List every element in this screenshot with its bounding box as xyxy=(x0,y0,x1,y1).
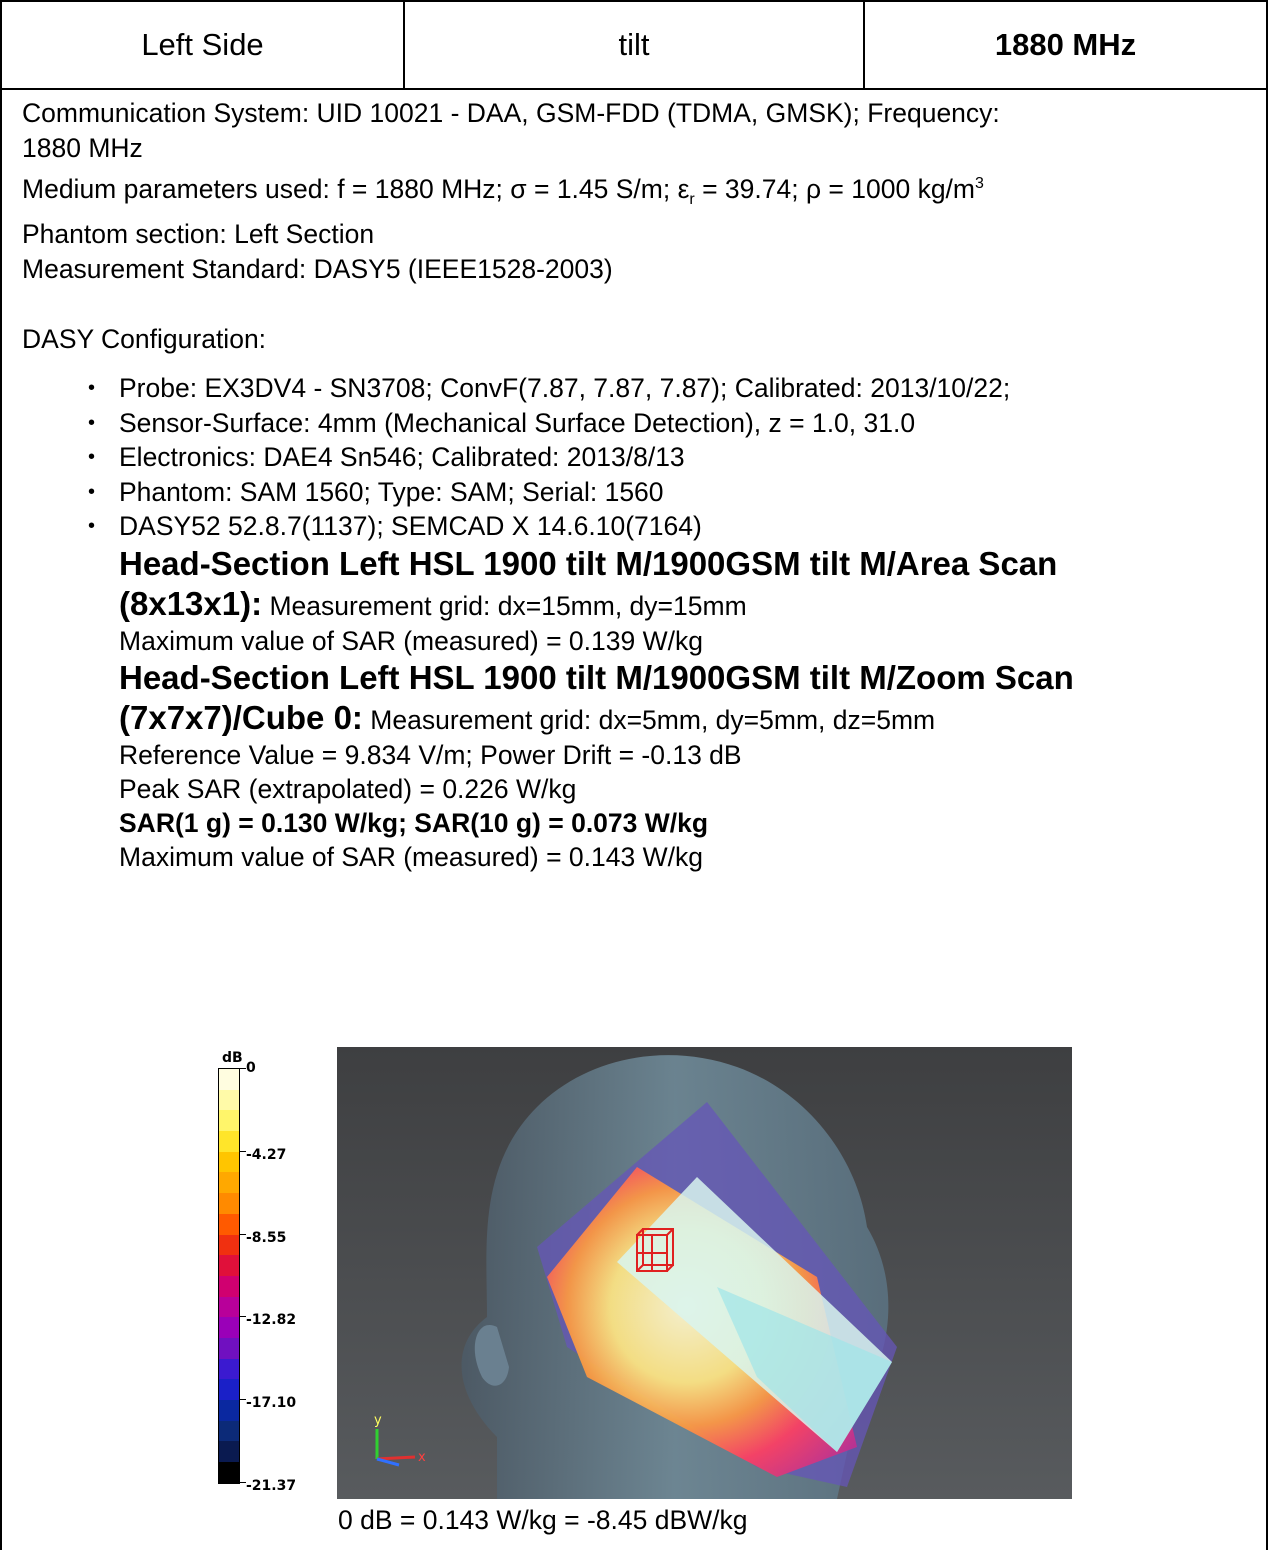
comm-system-line1: Communication System: UID 10021 - DAA, G… xyxy=(22,98,1000,128)
colorbar-unit: dB xyxy=(222,1050,243,1066)
header-frequency: 1880 MHz xyxy=(994,27,1137,62)
colorbar-segment xyxy=(219,1441,239,1463)
medium-parameters: Medium parameters used: f = 1880 MHz; σ … xyxy=(22,166,1262,217)
axes-glyph: y x xyxy=(374,1413,426,1467)
colorbar-tick-label: -17.10 xyxy=(246,1395,297,1412)
area-scan-title: Head-Section Left HSL 1900 tilt M/1900GS… xyxy=(119,544,1058,582)
colorbar-legend xyxy=(218,1068,240,1484)
cubic-superscript: 3 xyxy=(975,175,984,192)
colorbar-tick-label: -12.82 xyxy=(246,1312,297,1329)
colorbar-segment xyxy=(219,1069,239,1090)
ear-shape xyxy=(474,1325,509,1386)
colorbar-segment xyxy=(219,1462,239,1483)
zoom-scan-cube xyxy=(636,1228,674,1272)
colorbar-segment xyxy=(219,1131,239,1152)
area-scan-max-sar: Maximum value of SAR (measured) = 0.139 … xyxy=(119,625,703,656)
config-item-sensor: Sensor-Surface: 4mm (Mechanical Surface … xyxy=(88,406,1262,441)
colorbar-tick-label: -8.55 xyxy=(246,1229,287,1246)
head-phantom-illustration: y x xyxy=(374,1055,897,1499)
header-position: tilt xyxy=(405,2,865,88)
config-item-software: DASY52 52.8.7(1137); SEMCAD X 14.6.10(71… xyxy=(88,509,1262,544)
header-table: Left Side tilt 1880 MHz xyxy=(0,0,1268,90)
colorbar-segment xyxy=(219,1255,239,1276)
colorbar-segment xyxy=(219,1420,239,1442)
zoom-scan-reference: Reference Value = 9.834 V/m; Power Drift… xyxy=(119,739,742,770)
colorbar-segment xyxy=(219,1358,239,1380)
zoom-scan-title-cont: (7x7x7)/Cube 0: xyxy=(119,698,363,736)
header-side: Left Side xyxy=(2,2,405,88)
colorbar-tick xyxy=(240,1150,246,1152)
zoom-scan-title: Head-Section Left HSL 1900 tilt M/1900GS… xyxy=(119,658,1074,696)
colorbar-tick-label: 0 xyxy=(246,1060,256,1076)
config-item-probe: Probe: EX3DV4 - SN3708; ConvF(7.87, 7.87… xyxy=(88,371,1262,406)
config-item-phantom: Phantom: SAM 1560; Type: SAM; Serial: 15… xyxy=(88,475,1262,510)
colorbar-segment xyxy=(219,1296,239,1318)
colorbar-tick xyxy=(240,1233,246,1235)
medium-prefix: Medium parameters used: f = 1880 MHz; σ … xyxy=(22,173,690,204)
measurement-content: Communication System: UID 10021 - DAA, G… xyxy=(22,96,1262,874)
zoom-scan-grid: Measurement grid: dx=5mm, dy=5mm, dz=5mm xyxy=(362,704,936,735)
colorbar-segment xyxy=(219,1400,239,1421)
colorbar-segment xyxy=(219,1317,239,1338)
reference-caption: 0 dB = 0.143 W/kg = -8.45 dBW/kg xyxy=(338,1505,748,1535)
axis-x-label: x xyxy=(418,1450,426,1465)
dasy-config-heading: DASY Configuration: xyxy=(22,324,267,355)
axis-y-label: y xyxy=(374,1413,382,1428)
zoom-scan-sar-summary: SAR(1 g) = 0.130 W/kg; SAR(10 g) = 0.073… xyxy=(119,807,709,838)
colorbar-tick xyxy=(240,1316,246,1318)
colorbar-tick-label: -4.27 xyxy=(246,1146,287,1163)
phantom-section: Phantom section: Left Section xyxy=(22,219,375,250)
measurement-standard: Measurement Standard: DASY5 (IEEE1528-20… xyxy=(22,254,613,285)
medium-mid: = 39.74; ρ = 1000 kg/m xyxy=(694,173,975,204)
colorbar-segment xyxy=(219,1193,239,1214)
colorbar-segment xyxy=(219,1172,239,1194)
colorbar-segment xyxy=(219,1275,239,1297)
epsilon-subscript: r xyxy=(689,191,695,209)
area-scan-title-cont: (8x13x1): xyxy=(119,584,263,622)
area-scan-grid: Measurement grid: dx=15mm, dy=15mm xyxy=(262,590,747,621)
config-list: Probe: EX3DV4 - SN3708; ConvF(7.87, 7.87… xyxy=(22,371,1262,544)
colorbar-tick xyxy=(240,1482,246,1483)
colorbar-segment xyxy=(219,1379,239,1400)
colorbar-tick xyxy=(240,1068,246,1069)
colorbar-segment xyxy=(219,1213,239,1235)
zoom-scan-peak-sar: Peak SAR (extrapolated) = 0.226 W/kg xyxy=(119,773,577,804)
config-item-electronics: Electronics: DAE4 Sn546; Calibrated: 201… xyxy=(88,440,1262,475)
colorbar-segment xyxy=(219,1234,239,1256)
colorbar-segment xyxy=(219,1110,239,1132)
colorbar-segment xyxy=(219,1089,239,1111)
colorbar-segment xyxy=(219,1151,239,1173)
colorbar-tick xyxy=(240,1399,246,1401)
sar-3d-render: y x xyxy=(337,1047,1072,1499)
colorbar-tick-label: -21.37 xyxy=(246,1478,297,1494)
comm-system-line2: 1880 MHz xyxy=(22,133,143,163)
colorbar-segment xyxy=(219,1337,239,1359)
zoom-scan-max-sar: Maximum value of SAR (measured) = 0.143 … xyxy=(119,841,703,872)
area-scan-block: Head-Section Left HSL 1900 tilt M/1900GS… xyxy=(119,544,1262,874)
